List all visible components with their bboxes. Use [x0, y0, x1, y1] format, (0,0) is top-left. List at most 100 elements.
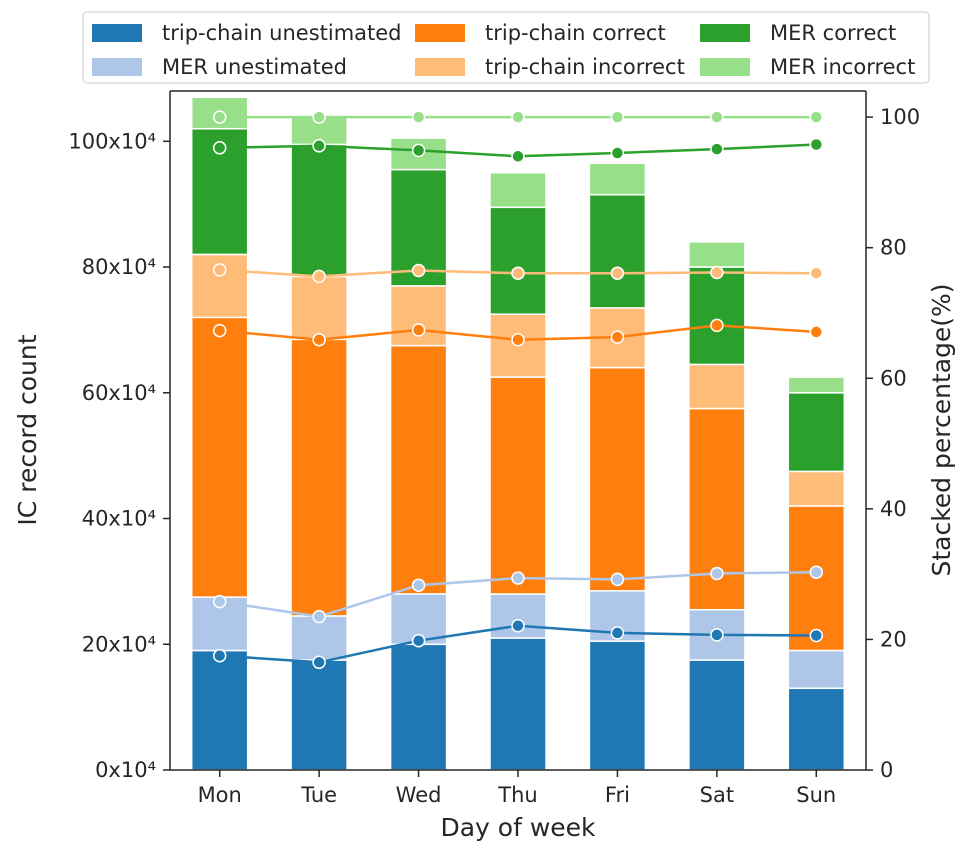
bar-thu-series-0: [489, 637, 547, 771]
bar-sun-series-1: [787, 649, 846, 689]
y2-tick-label: 0: [880, 758, 893, 782]
point-series-0-sat: [710, 628, 724, 642]
y2-tick-label: 100: [880, 105, 920, 129]
legend-label-3: trip-chain incorrect: [485, 55, 685, 79]
point-series-4-fri: [610, 146, 625, 160]
legend-swatch-3: [415, 58, 465, 76]
legend-swatch-1: [92, 58, 142, 76]
point-series-5-tue: [312, 110, 326, 124]
y-tick-label: 20x10⁴: [82, 632, 156, 656]
ticks-layer: 0x10⁴ 20x10⁴ 40x10⁴ 60x10⁴ 80x10⁴ 100x10⁴ 0 20 4…: [68, 105, 920, 807]
point-series-2-tue: [312, 332, 326, 347]
point-series-0-tue: [312, 655, 326, 670]
y2-tick-label: 40: [880, 497, 907, 521]
bar-sun-series-4: [787, 392, 846, 473]
point-series-1-tue: [312, 609, 326, 624]
legend-swatch-0: [92, 24, 142, 42]
point-series-1-mon: [212, 594, 227, 609]
bar-sat-series-3: [688, 363, 746, 410]
x-axis-title: Day of week: [440, 813, 596, 842]
point-series-5-wed: [411, 110, 426, 124]
bar-wed-series-2: [389, 344, 448, 595]
bar-tue-series-3: [290, 275, 348, 341]
point-series-4-sun: [809, 137, 824, 152]
point-series-1-sun: [809, 565, 824, 579]
point-series-3-sat: [710, 265, 724, 280]
point-series-1-sat: [710, 566, 724, 581]
point-series-4-sat: [710, 142, 724, 156]
y-tick-label: 60x10⁴: [82, 381, 156, 405]
bar-sat-series-5: [688, 241, 746, 268]
bar-tue-series-4: [290, 143, 348, 278]
bar-thu-series-4: [489, 206, 547, 315]
legend-swatch-4: [700, 24, 750, 42]
y-tick-label: 40x10⁴: [82, 507, 156, 531]
point-series-3-sun: [809, 266, 824, 280]
point-series-0-thu: [511, 618, 525, 633]
point-series-3-tue: [312, 269, 326, 284]
point-series-3-thu: [511, 266, 525, 280]
x-tick-label: Wed: [396, 783, 442, 807]
legend-label-0: trip-chain unestimated: [162, 21, 402, 45]
point-series-0-fri: [610, 626, 625, 640]
point-series-1-fri: [610, 572, 625, 587]
point-series-5-mon: [212, 110, 227, 124]
bar-tue-series-0: [290, 659, 348, 771]
point-series-1-wed: [411, 578, 426, 592]
bar-fri-series-4: [588, 193, 647, 309]
point-series-1-thu: [511, 571, 525, 585]
y2-tick-label: 80: [880, 236, 907, 260]
y-tick-label: 0x10⁴: [95, 758, 156, 782]
point-series-5-sun: [809, 110, 824, 124]
y-axis-title: IC record count: [13, 334, 42, 525]
bar-sun-series-0: [787, 687, 846, 771]
point-series-3-wed: [411, 263, 426, 278]
point-series-2-sat: [710, 318, 724, 333]
x-tick-label: Fri: [605, 783, 630, 807]
point-series-2-sun: [809, 325, 824, 339]
point-series-5-thu: [511, 110, 525, 124]
point-series-2-fri: [610, 330, 625, 344]
point-series-0-wed: [411, 633, 426, 648]
bar-thu-series-2: [489, 376, 547, 595]
bar-sat-series-0: [688, 659, 746, 771]
point-series-4-wed: [411, 143, 426, 158]
x-tick-label: Sat: [700, 783, 734, 807]
point-series-5-fri: [610, 110, 625, 124]
bars-layer: [190, 96, 846, 771]
legend-label-4: MER correct: [770, 21, 896, 45]
legend: trip-chain unestimated MER unestimated tri…: [82, 11, 930, 84]
x-tick-label: Tue: [300, 783, 337, 807]
point-series-4-thu: [511, 149, 525, 164]
bar-fri-series-5: [588, 162, 647, 196]
legend-label-2: trip-chain correct: [485, 21, 666, 45]
legend-label-1: MER unestimated: [162, 55, 347, 79]
legend-swatch-2: [415, 24, 465, 42]
point-series-4-mon: [212, 141, 227, 155]
point-series-2-wed: [411, 323, 426, 337]
bar-fri-series-0: [588, 640, 647, 771]
bar-wed-series-0: [389, 643, 448, 771]
lines-layer: [212, 110, 824, 670]
legend-swatch-5: [700, 58, 750, 76]
y-tick-label: 100x10⁴: [68, 129, 156, 153]
point-series-4-tue: [312, 139, 326, 153]
bar-thu-series-5: [489, 171, 547, 209]
x-tick-label: Sun: [796, 783, 836, 807]
point-series-3-mon: [212, 263, 227, 277]
point-series-2-mon: [212, 323, 227, 338]
bar-sun-series-3: [787, 470, 846, 507]
point-series-0-mon: [212, 648, 227, 663]
legend-label-5: MER incorrect: [770, 55, 915, 79]
y2-tick-label: 20: [880, 627, 907, 651]
point-series-0-sun: [809, 628, 824, 643]
bar-fri-series-2: [588, 366, 647, 592]
bar-mon-series-0: [190, 649, 249, 771]
y2-axis-title: Stacked percentage(%): [927, 283, 956, 576]
bar-mon-series-2: [190, 316, 249, 598]
point-series-2-thu: [511, 332, 525, 347]
y2-tick-label: 60: [880, 366, 907, 390]
point-series-3-fri: [610, 266, 625, 280]
bar-sat-series-4: [688, 266, 746, 366]
